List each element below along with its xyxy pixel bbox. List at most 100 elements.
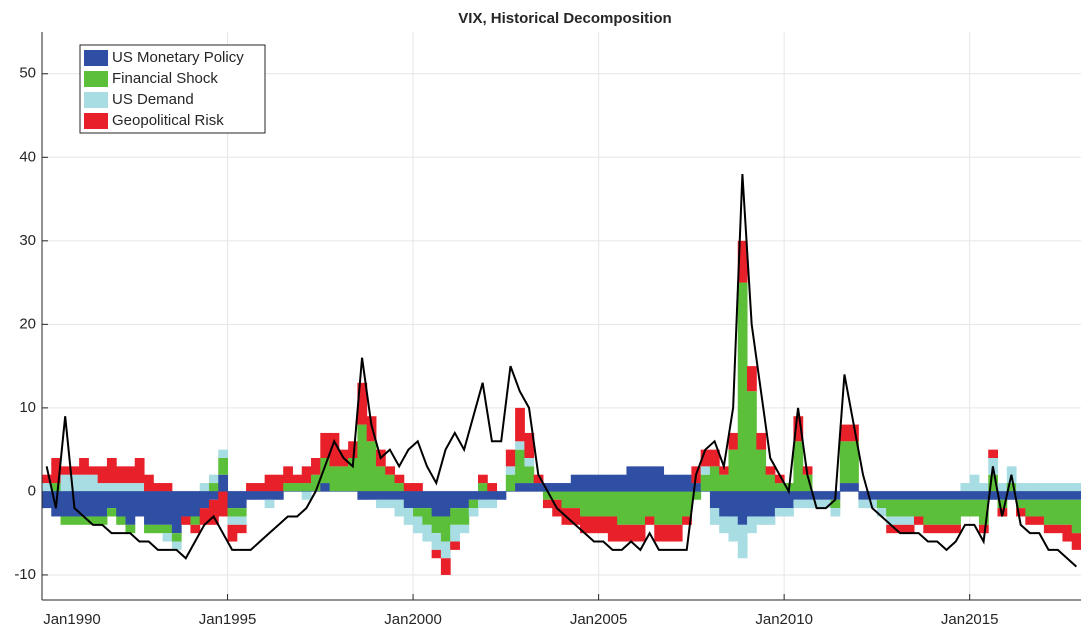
- bar-segment: [42, 491, 52, 509]
- bar-segment: [144, 524, 154, 534]
- bar-segment: [672, 474, 683, 492]
- bar-segment: [106, 458, 117, 484]
- bar-segment: [895, 499, 906, 517]
- bar-segment: [134, 491, 145, 517]
- y-tick-label: 0: [28, 482, 36, 499]
- bar-segment: [997, 499, 1008, 509]
- bar-segment: [654, 491, 665, 525]
- bar-segment: [1025, 516, 1036, 525]
- bar-segment: [932, 499, 943, 525]
- bar-segment: [728, 516, 739, 542]
- bar-segment: [589, 516, 600, 534]
- bar-segment: [218, 474, 229, 492]
- bar-segment: [468, 499, 479, 509]
- bar-segment: [1016, 508, 1026, 517]
- y-tick-label: 50: [19, 65, 36, 82]
- bar-segment: [978, 524, 989, 534]
- bar-segment: [116, 483, 126, 492]
- bar-segment: [515, 407, 525, 442]
- y-tick-label: 10: [19, 399, 36, 416]
- bar-segment: [208, 499, 219, 525]
- bar-segment: [932, 524, 943, 534]
- bar-segment: [1053, 499, 1063, 525]
- bar-segment: [672, 524, 683, 542]
- bar-segment: [450, 508, 460, 525]
- bar-segment: [394, 499, 405, 517]
- bar-segment: [338, 466, 349, 492]
- bar-segment: [607, 491, 618, 517]
- bar-segment: [375, 499, 386, 509]
- bar-segment: [311, 474, 321, 492]
- bar-segment: [1043, 499, 1054, 525]
- bar-segment: [125, 491, 136, 525]
- bar-segment: [542, 483, 553, 492]
- bar-segment: [153, 524, 164, 534]
- bar-segment: [218, 491, 229, 517]
- bar-segment: [88, 466, 99, 475]
- bar-segment: [505, 449, 516, 467]
- bar-segment: [60, 516, 71, 525]
- bar-segment: [700, 466, 711, 475]
- bar-segment: [663, 524, 674, 542]
- bar-segment: [997, 491, 1008, 500]
- bar-segment: [719, 516, 729, 534]
- bar-segment: [682, 516, 692, 525]
- bar-segment: [589, 491, 600, 517]
- bar-segment: [329, 466, 340, 492]
- bar-segment: [403, 508, 414, 525]
- bar-segment: [273, 491, 284, 500]
- bar-segment: [691, 491, 702, 500]
- bar-segment: [60, 491, 71, 517]
- bar-segment: [728, 432, 739, 450]
- bar-segment: [144, 491, 154, 525]
- bar-segment: [208, 491, 219, 500]
- bar-segment: [1043, 483, 1054, 492]
- y-tick-label: 30: [19, 232, 36, 249]
- bar-segment: [413, 516, 423, 534]
- bar-segment: [394, 483, 405, 492]
- bar-segment: [886, 491, 896, 500]
- bar-segment: [459, 491, 470, 509]
- bar-segment: [125, 483, 136, 492]
- bar-segment: [867, 491, 878, 500]
- bar-segment: [1006, 483, 1017, 492]
- bar-segment: [1016, 491, 1026, 500]
- bar-segment: [802, 491, 813, 500]
- bar-segment: [654, 466, 665, 492]
- bar-segment: [1043, 524, 1054, 534]
- bar-segment: [190, 516, 201, 525]
- bar-segment: [487, 483, 498, 492]
- bar-segment: [162, 483, 173, 492]
- bar-segment: [960, 483, 971, 492]
- bar-segment: [69, 516, 80, 525]
- bar-segment: [487, 491, 498, 500]
- bar-segment: [774, 483, 785, 492]
- legend-label: Financial Shock: [112, 70, 218, 87]
- bar-segment: [830, 499, 841, 509]
- bar-segment: [227, 516, 238, 525]
- bar-segment: [886, 524, 896, 534]
- bar-segment: [181, 516, 191, 525]
- bar-segment: [811, 499, 822, 509]
- bar-segment: [598, 491, 609, 517]
- bar-segment: [802, 499, 813, 509]
- bar-segment: [88, 474, 99, 492]
- bar-segment: [162, 524, 173, 534]
- bar-segment: [134, 458, 145, 484]
- bar-segment: [1016, 499, 1026, 509]
- bar-segment: [580, 491, 590, 517]
- bar-segment: [1053, 483, 1063, 492]
- bar-segment: [895, 491, 906, 500]
- bar-segment: [1025, 491, 1036, 500]
- bar-segment: [895, 524, 906, 534]
- bar-segment: [97, 466, 108, 484]
- bar-segment: [580, 516, 590, 534]
- bar-segment: [51, 458, 62, 484]
- bar-segment: [153, 491, 164, 525]
- bar-segment: [886, 499, 896, 517]
- bar-segment: [1062, 483, 1073, 492]
- bar-segment: [886, 516, 896, 525]
- bar-segment: [635, 466, 646, 492]
- bar-segment: [830, 508, 841, 517]
- bar-segment: [144, 474, 154, 492]
